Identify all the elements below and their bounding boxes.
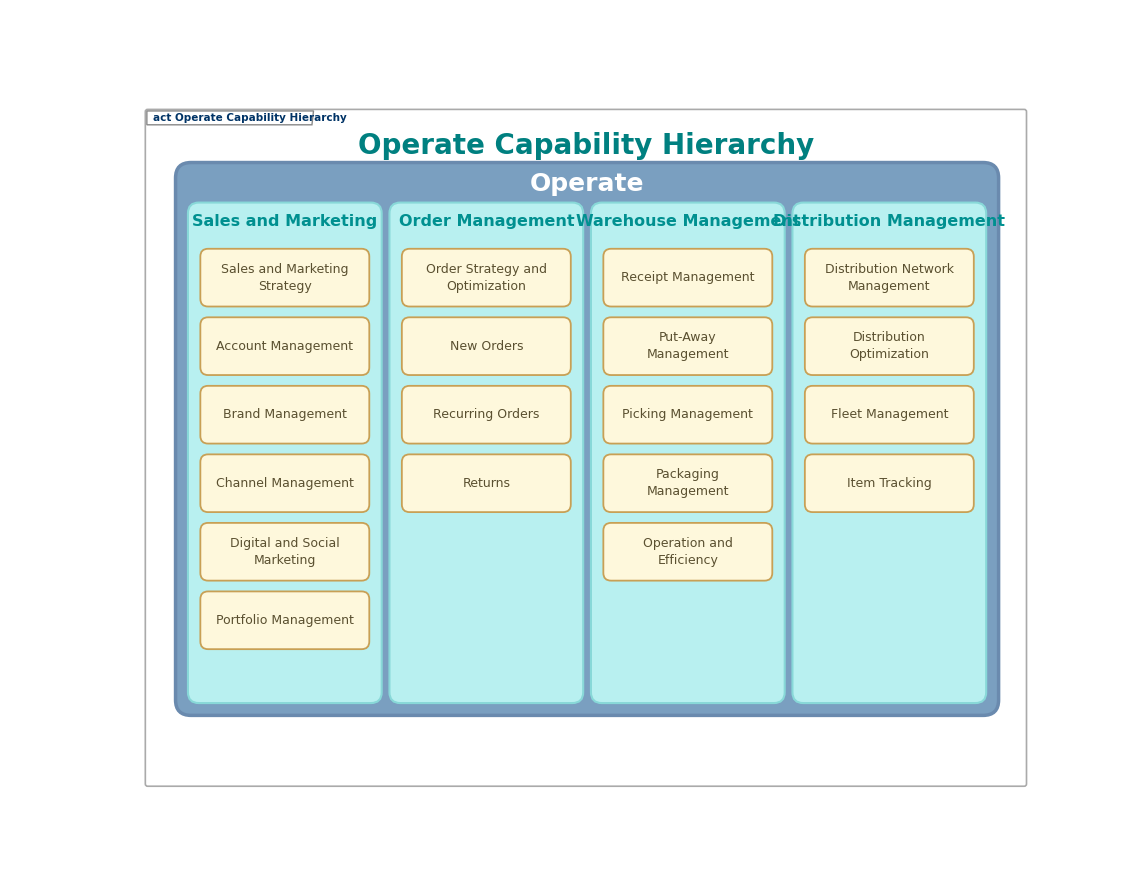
- FancyBboxPatch shape: [603, 385, 772, 444]
- Text: New Orders: New Orders: [450, 339, 523, 353]
- Text: Brand Management: Brand Management: [223, 408, 347, 421]
- Text: Sales and Marketing
Strategy: Sales and Marketing Strategy: [221, 262, 349, 292]
- Text: Account Management: Account Management: [216, 339, 353, 353]
- FancyBboxPatch shape: [200, 592, 370, 649]
- FancyBboxPatch shape: [805, 317, 974, 375]
- FancyBboxPatch shape: [793, 203, 986, 703]
- Polygon shape: [146, 111, 313, 125]
- Text: Sales and Marketing: Sales and Marketing: [192, 214, 378, 229]
- Text: Put-Away
Management: Put-Away Management: [646, 331, 729, 361]
- Text: Receipt Management: Receipt Management: [621, 271, 755, 284]
- FancyBboxPatch shape: [200, 317, 370, 375]
- FancyBboxPatch shape: [200, 455, 370, 512]
- Text: Operation and
Efficiency: Operation and Efficiency: [643, 537, 733, 567]
- Text: Operate Capability Hierarchy: Operate Capability Hierarchy: [358, 132, 815, 159]
- Text: Recurring Orders: Recurring Orders: [434, 408, 540, 421]
- FancyBboxPatch shape: [805, 455, 974, 512]
- FancyBboxPatch shape: [805, 249, 974, 307]
- Text: Distribution Management: Distribution Management: [773, 214, 1006, 229]
- Text: Portfolio Management: Portfolio Management: [216, 614, 353, 626]
- FancyBboxPatch shape: [389, 203, 583, 703]
- FancyBboxPatch shape: [175, 162, 999, 715]
- Text: Operate: Operate: [530, 172, 644, 196]
- Text: Fleet Management: Fleet Management: [831, 408, 948, 421]
- FancyBboxPatch shape: [402, 455, 571, 512]
- FancyBboxPatch shape: [200, 249, 370, 307]
- FancyBboxPatch shape: [402, 249, 571, 307]
- FancyBboxPatch shape: [200, 385, 370, 444]
- Text: Distribution
Optimization: Distribution Optimization: [849, 331, 929, 361]
- Text: Digital and Social
Marketing: Digital and Social Marketing: [230, 537, 340, 567]
- FancyBboxPatch shape: [603, 317, 772, 375]
- FancyBboxPatch shape: [603, 523, 772, 580]
- Text: Order Management: Order Management: [398, 214, 574, 229]
- FancyBboxPatch shape: [591, 203, 785, 703]
- FancyBboxPatch shape: [805, 385, 974, 444]
- Text: Picking Management: Picking Management: [622, 408, 753, 421]
- Text: Channel Management: Channel Management: [216, 477, 353, 490]
- Text: Item Tracking: Item Tracking: [847, 477, 931, 490]
- FancyBboxPatch shape: [402, 385, 571, 444]
- FancyBboxPatch shape: [603, 249, 772, 307]
- Text: Returns: Returns: [462, 477, 510, 490]
- Text: Packaging
Management: Packaging Management: [646, 468, 729, 498]
- FancyBboxPatch shape: [402, 317, 571, 375]
- FancyBboxPatch shape: [200, 523, 370, 580]
- Text: act Operate Capability Hierarchy: act Operate Capability Hierarchy: [153, 113, 347, 123]
- FancyBboxPatch shape: [188, 203, 382, 703]
- FancyBboxPatch shape: [603, 455, 772, 512]
- Text: Warehouse Management: Warehouse Management: [575, 214, 800, 229]
- Text: Order Strategy and
Optimization: Order Strategy and Optimization: [426, 262, 547, 292]
- FancyBboxPatch shape: [145, 109, 1026, 786]
- Text: Distribution Network
Management: Distribution Network Management: [825, 262, 954, 292]
